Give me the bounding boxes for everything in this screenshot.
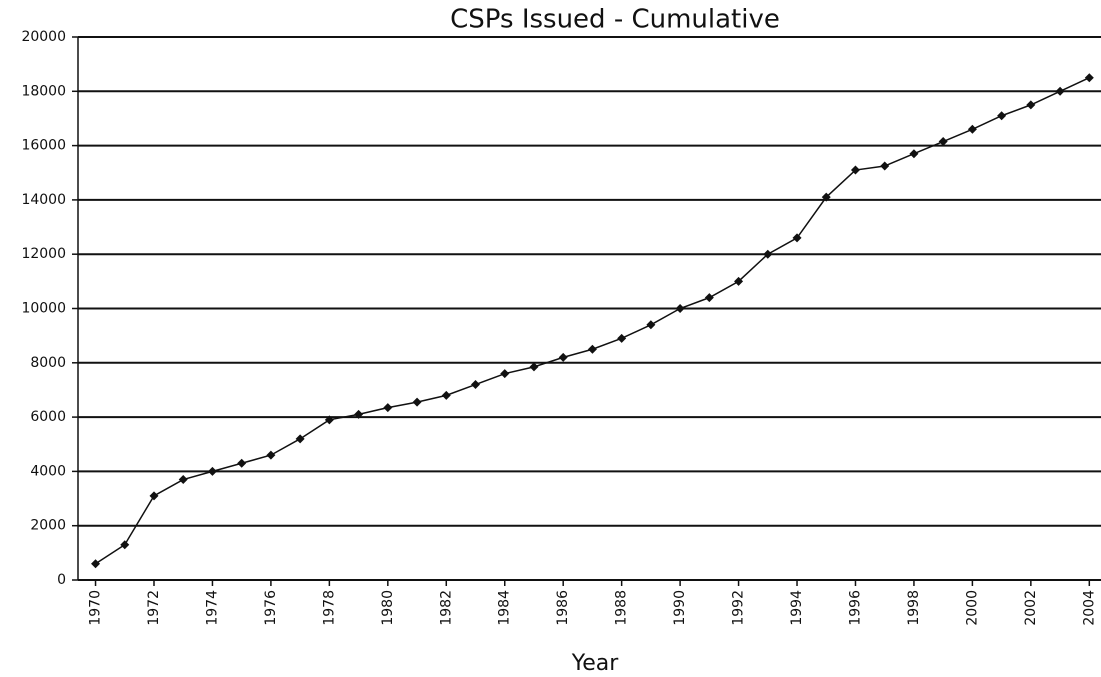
y-tick-label: 14000 [21,192,66,208]
y-tick-label: 20000 [21,29,66,45]
data-point [237,458,247,468]
x-tick-label: 1992 [731,590,747,626]
data-point [821,192,831,202]
x-axis-label: Year [571,651,620,676]
x-tick-label: 1986 [555,590,571,626]
data-point [441,390,451,400]
data-point [354,409,364,419]
chart-title: CSPs Issued - Cumulative [450,5,780,35]
x-tick-label: 1996 [847,590,863,626]
data-point [704,293,714,303]
x-tick-label: 1972 [146,590,162,626]
x-tick-label: 1984 [497,590,513,626]
data-point [617,333,627,343]
data-point [412,397,422,407]
y-tick-label: 12000 [21,246,66,262]
x-tick-label: 1998 [906,590,922,626]
data-point [207,466,217,476]
y-tick-label: 16000 [21,138,66,154]
y-tick-label: 2000 [30,518,66,534]
data-point [997,111,1007,121]
x-tick-label: 1982 [438,590,454,626]
data-point [178,475,188,485]
data-point [1026,100,1036,110]
data-point [938,137,948,147]
data-point [1055,86,1065,96]
x-tick-label: 2000 [964,590,980,626]
x-tick-label: 1988 [614,590,630,626]
x-tick-label: 1980 [380,590,396,626]
x-tick-label: 1994 [789,590,805,626]
data-point [149,491,159,501]
y-tick-label: 6000 [30,409,66,425]
y-tick-label: 0 [57,572,66,588]
data-point [850,165,860,175]
data-point [120,540,130,550]
data-point [383,403,393,413]
data-point [558,352,568,362]
data-point [909,149,919,159]
data-point [266,450,276,460]
x-tick-label: 1976 [263,590,279,626]
x-tick-label: 2004 [1081,590,1097,626]
data-point [1084,73,1094,83]
y-tick-label: 4000 [30,463,66,479]
x-tick-label: 1990 [672,590,688,626]
data-point [967,124,977,134]
data-point [792,233,802,243]
data-point [646,320,656,330]
data-point [324,415,334,425]
data-point [500,369,510,379]
y-tick-label: 10000 [21,301,66,317]
data-point [587,344,597,354]
x-tick-label: 1970 [88,590,104,626]
data-point [529,362,539,372]
data-point [471,380,481,390]
data-point [91,559,101,569]
data-line [95,77,1090,565]
x-tick-label: 1974 [204,590,220,626]
data-point [734,276,744,286]
x-tick-label: 2002 [1023,590,1039,626]
data-point [675,304,685,313]
x-tick-label: 1978 [321,590,337,626]
data-point [295,434,305,444]
y-tick-label: 18000 [21,83,66,99]
data-point [763,249,773,259]
y-tick-label: 8000 [30,355,66,371]
data-point [880,161,890,171]
